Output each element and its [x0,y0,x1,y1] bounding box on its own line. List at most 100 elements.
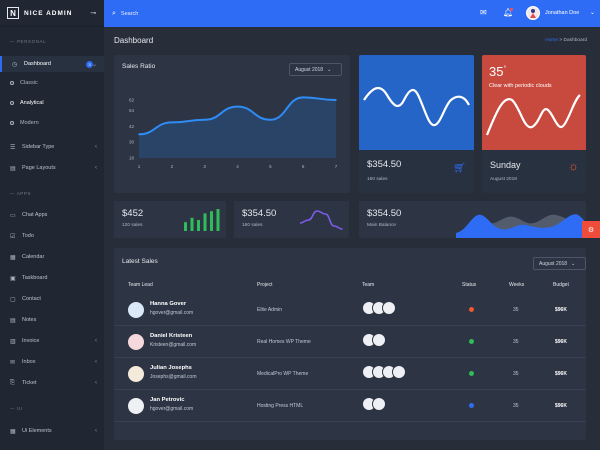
breadcrumb-home[interactable]: Home [545,38,559,43]
column-header-team-lead[interactable]: Team Lead [128,282,153,288]
chevron-left-icon: ‹ [95,165,97,171]
table-row[interactable]: Hanna Gover hgover@gmail.com Elite Admin… [114,294,586,326]
table-row[interactable]: Daniel Kristeen Kristeen@gmail.com Real … [114,326,586,358]
mail-icon[interactable]: ✉ [480,8,487,17]
sidebar-subitem-analytical[interactable]: Analytical [0,96,104,110]
column-header-project[interactable]: Project [257,282,273,288]
team-avatars [362,333,386,347]
sidebar-item-chat-apps[interactable]: ▭ Chat Apps [0,207,104,223]
stat-card-sales-line: $354.50 160 sales [234,201,349,238]
chevron-down-icon: ⌄ [571,260,576,267]
taskboard-icon: ▣ [10,275,16,282]
sidebar-item-todo[interactable]: ☑ Todo [0,228,104,244]
column-header-status[interactable]: Status [462,282,477,288]
card-title: Sales Ratio [122,63,156,70]
sidebar-item-invoice[interactable]: ▥ Invoice ‹ [0,333,104,349]
stat-label: 120 sales [122,223,143,228]
bell-icon[interactable]: 🔔︎ [503,8,514,17]
sidebar-subitem-modern[interactable]: Modern [0,116,104,130]
avatar [128,398,144,414]
sidebar-item-label: Chat Apps [22,212,48,218]
sidebar-item-inbox[interactable]: ✉ Inbox ‹ [0,354,104,370]
series-area [139,97,336,158]
project-name: Hosting Press HTML [257,403,304,409]
table-row[interactable]: Jan Petrovic hgover@gmail.com Hosting Pr… [114,390,586,422]
sales-wave-panel [359,55,474,150]
y-tick-label: 54 [129,108,135,113]
sidebar-item-calendar[interactable]: ▦ Calendar [0,249,104,265]
x-tick-label: 2 [171,164,174,169]
bar [216,209,220,231]
month-select[interactable]: August 2018 ⌄ [533,257,586,270]
column-header-team[interactable]: Team [362,282,375,288]
sidebar-item-label: Ticket [22,380,37,386]
topbar: ⌕ [104,0,600,27]
circle-icon [10,81,14,85]
y-tick-label: 30 [129,140,135,145]
table-row[interactable]: Julian Josephs Josephs@gmail.com Medical… [114,358,586,390]
sidebar: N NICE ADMIN ⊸ — PERSONAL ◷ Dashboard 3 … [0,0,104,450]
user-avatar[interactable] [526,6,540,20]
weather-condition: Clear with periodic clouds [489,83,552,89]
column-header-weeks[interactable]: Weeks [509,282,525,288]
bar [184,222,187,231]
page-title: Dashboard [114,36,154,45]
project-name: Elite Admin [257,307,283,313]
avatar [128,302,144,318]
select-value: August 2018 [539,260,568,267]
search-icon[interactable]: ⌕ [112,9,116,17]
sales-value: $354.50 [367,159,402,170]
sidebar-item-contact[interactable]: ▢ Contact [0,291,104,307]
notification-badge: 3 [86,60,93,68]
sidebar-item-taskboard[interactable]: ▣ Taskboard [0,270,104,286]
settings-gear-button[interactable]: ⚙ [582,221,600,238]
month-select[interactable]: August 2018 ⌄ [289,63,342,76]
team-avatars [362,301,396,315]
sidebar-item-label: Sidebar Type [22,144,55,150]
avatar [372,397,386,411]
sidebar-toggle-icon[interactable]: ⊸ [90,10,97,17]
stat-label: Main Balance [367,223,397,228]
team-avatars [362,365,406,379]
search-input[interactable] [120,10,281,17]
cart-icon[interactable]: 🛒︎ [453,163,466,174]
status-indicator [469,371,474,376]
avatar [128,334,144,350]
team-lead-email: hgover@gmail.com [150,406,194,412]
chevron-down-icon[interactable]: ⌄ [590,10,596,16]
weather-wave-chart [485,94,581,136]
data-point [138,133,140,136]
sidebar-item-ui-elements[interactable]: ▦ Ui Elements ‹ [0,423,104,439]
section-apps: — APPS [10,191,32,196]
sidebar-item-label: Calendar [22,254,45,260]
sales-summary-card: $354.50 160 sales 🛒︎ [359,55,474,193]
weather-date: August 2018 [490,177,517,182]
notification-dot [510,8,513,11]
y-tick-label: 62 [129,98,135,103]
invoice-icon: ▥ [10,338,16,345]
weeks-value: 35 [513,371,519,377]
sidebar-item-notes[interactable]: ▤ Notes [0,312,104,328]
sidebar-item-sidebar-type[interactable]: ☰ Sidebar Type ‹ [0,139,104,155]
latest-sales-card: Latest Sales August 2018 ⌄ [114,248,586,440]
sidebar-item-page-layouts[interactable]: ▤ Page Layouts ‹ [0,160,104,176]
user-name[interactable]: Jonathan Doe [545,10,580,16]
data-point [203,118,206,121]
brand-logo[interactable]: N [7,7,19,19]
team-avatars [362,397,386,411]
brand-name[interactable]: NICE ADMIN [24,9,73,17]
calendar-icon: ▦ [10,254,16,261]
sales-wave-chart [363,87,470,127]
sidebar-item-ticket[interactable]: ⎘ Ticket ‹ [0,375,104,391]
team-lead-email: Josephs@gmail.com [150,374,197,380]
breadcrumb-separator: > [559,38,563,43]
status-indicator [469,307,474,312]
sidebar-item-dashboard[interactable]: ◷ Dashboard 3 ⌄ [0,56,104,72]
column-header-budget[interactable]: Budget [553,282,569,288]
y-tick-label: 42 [129,124,135,129]
breadcrumb: Home > Dashboard [545,38,587,43]
chevron-down-icon: ⌄ [327,66,332,73]
sidebar-item-label: Inbox [22,359,36,365]
sidebar-subitem-classic[interactable]: Classic [0,76,104,90]
weather-card: 35° Clear with periodic clouds Sunday Au… [482,55,586,193]
